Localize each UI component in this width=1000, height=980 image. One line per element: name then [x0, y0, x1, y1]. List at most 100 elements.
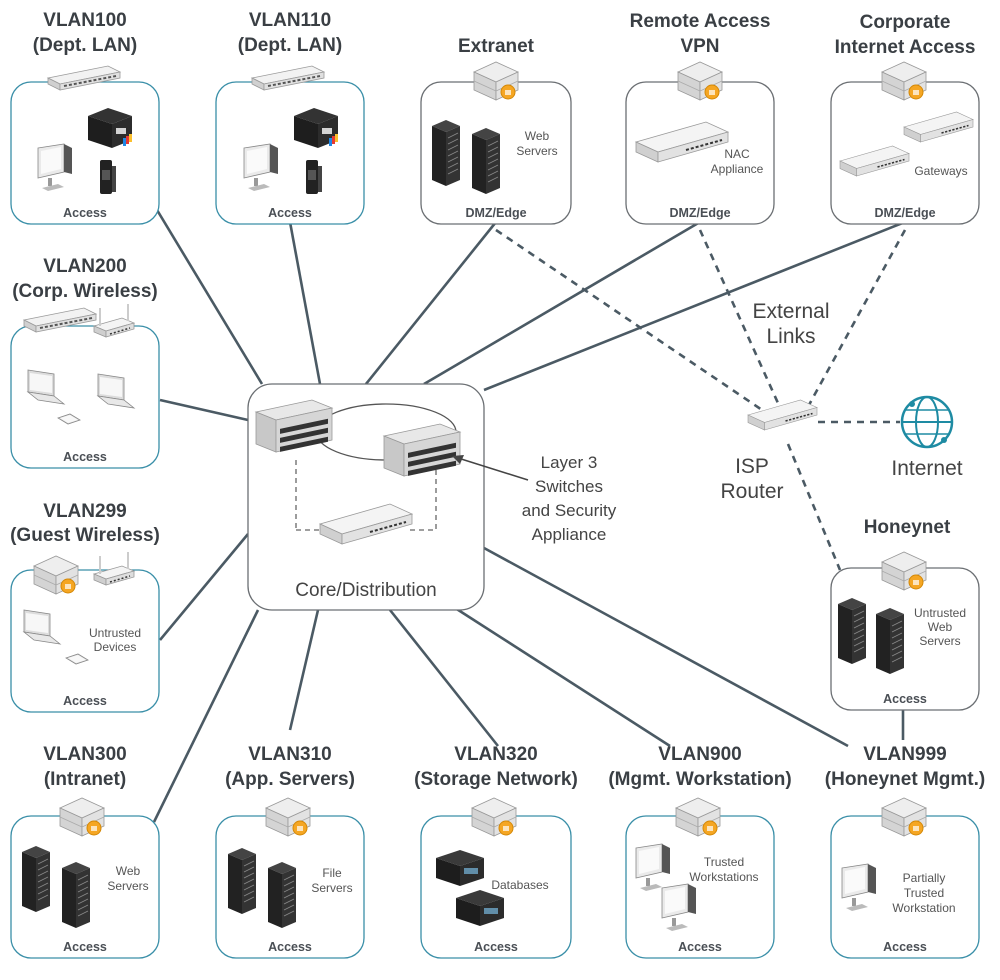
device-label: Gateways — [914, 164, 967, 178]
zone-honeynet: Honeynet Untrusted Web Servers Access — [830, 517, 980, 711]
zone-subtitle: (Dept. LAN) — [238, 35, 342, 56]
zone-title: VLAN299 — [43, 501, 126, 522]
device-label: Web — [116, 864, 141, 878]
zone-label: Access — [268, 206, 312, 220]
server-icon — [267, 861, 297, 929]
device-label: Web — [525, 129, 550, 143]
printer-icon — [88, 108, 132, 148]
device-label: Databases — [491, 878, 548, 892]
zone-title: Extranet — [458, 36, 535, 57]
server-icon — [21, 845, 51, 913]
core-label: Core/Distribution — [295, 580, 437, 601]
zone-label: Access — [474, 940, 518, 954]
device-label: Partially — [903, 871, 946, 885]
isp-router-icon — [747, 399, 818, 431]
device-label: Servers — [516, 144, 557, 158]
zone-vlan320: VLAN320 (Storage Network) Databases Acce… — [414, 744, 578, 959]
server-icon — [875, 607, 905, 675]
zone-title: VLAN110 — [249, 10, 331, 31]
callout-line: Appliance — [532, 525, 607, 544]
zone-label: DMZ/Edge — [874, 206, 935, 220]
zone-subtitle: (Intranet) — [44, 769, 126, 790]
zone-subtitle: (Dept. LAN) — [33, 35, 137, 56]
zone-vlan310: VLAN310 (App. Servers) File Servers Acce… — [215, 744, 365, 959]
zone-label: DMZ/Edge — [669, 206, 730, 220]
zone-label: Access — [63, 694, 107, 708]
link-vlan200 — [159, 398, 249, 422]
server-icon — [837, 597, 867, 665]
zone-vlan200: VLAN200 (Corp. Wireless) Access — [10, 256, 160, 469]
zone-vlan299: VLAN299 (Guest Wireless) Untrusted Devic… — [10, 501, 160, 713]
server-icon — [431, 119, 461, 187]
link-vlan900 — [451, 604, 671, 748]
zone-vlan110: VLAN110 (Dept. LAN) Access — [215, 10, 365, 225]
dash-corp-router — [802, 229, 907, 415]
zone-subtitle: Internet Access — [835, 37, 976, 58]
link-vlan299 — [158, 533, 250, 641]
printer-icon — [294, 108, 338, 148]
zone-vlan300: VLAN300 (Intranet) Web Servers Access — [10, 744, 160, 959]
internet-label: Internet — [891, 457, 962, 480]
zone-title: VLAN320 — [454, 744, 537, 765]
zone-subtitle: (Corp. Wireless) — [12, 281, 158, 302]
zone-vlan900: VLAN900 (Mgmt. Workstation) Trusted Work… — [608, 744, 792, 959]
core-distribution: Core/Distribution — [247, 383, 485, 611]
zone-subtitle: (Guest Wireless) — [10, 525, 160, 546]
zone-title: VLAN100 — [43, 10, 126, 31]
device-label: Untrusted — [89, 626, 141, 640]
device-label: Trusted — [704, 855, 744, 869]
callout-line: Switches — [535, 477, 603, 496]
zone-extranet: Extranet Web Servers DMZ/Edge — [420, 36, 572, 225]
zone-label: Access — [63, 940, 107, 954]
zone-box — [10, 81, 160, 225]
zone-corporate-internet-access: Corporate Internet Access Gateways DMZ/E… — [830, 12, 980, 225]
zone-label: Access — [883, 692, 927, 706]
device-label: Servers — [311, 881, 352, 895]
zone-title: VLAN300 — [43, 744, 126, 765]
server-icon — [471, 127, 501, 195]
zone-label: Access — [268, 940, 312, 954]
zone-label: Access — [678, 940, 722, 954]
link-remote-vpn — [423, 220, 701, 386]
zone-title: VLAN900 — [658, 744, 741, 765]
zone-subtitle: (Mgmt. Workstation) — [608, 769, 791, 790]
zone-label: DMZ/Edge — [465, 206, 526, 220]
device-label: Servers — [107, 879, 148, 893]
dash-router-honeynet — [786, 443, 842, 571]
zone-label: Access — [63, 450, 107, 464]
device-label: Devices — [94, 640, 137, 654]
link-extranet — [364, 221, 498, 385]
link-vlan310 — [288, 609, 320, 731]
zone-label: Access — [883, 940, 927, 954]
zone-box — [10, 569, 160, 713]
external-section: External Links ISP Router Internet — [720, 300, 962, 503]
device-label: Workstation — [892, 901, 955, 915]
zone-subtitle: VPN — [680, 36, 719, 57]
router-label: Router — [720, 480, 783, 503]
link-vlan320 — [388, 609, 500, 747]
device-label: File — [322, 866, 342, 880]
server-icon — [227, 847, 257, 915]
zone-vlan999: VLAN999 (Honeynet Mgmt.) Partially Trust… — [825, 744, 985, 959]
server-icon — [61, 861, 91, 929]
zone-subtitle: (Storage Network) — [414, 769, 578, 790]
zone-title: Corporate — [860, 12, 951, 33]
zone-remote-access-vpn: Remote Access VPN NAC Appliance DMZ/Edge — [625, 11, 775, 225]
link-vlan999 — [483, 546, 849, 748]
link-vlan110 — [288, 221, 322, 385]
zone-title: Remote Access — [630, 11, 771, 32]
router-label: ISP — [735, 455, 769, 478]
link-corp-internet — [483, 220, 906, 392]
dash-extranet-router — [495, 228, 769, 416]
zone-title: VLAN310 — [248, 744, 331, 765]
zone-vlan100: VLAN100 (Dept. LAN) Access — [10, 10, 160, 225]
zone-subtitle: (Honeynet Mgmt.) — [825, 769, 985, 790]
zone-subtitle: (App. Servers) — [225, 769, 355, 790]
device-label: NAC — [724, 147, 750, 161]
link-vlan100 — [146, 194, 264, 385]
device-label: Appliance — [711, 162, 764, 176]
zone-box — [215, 81, 365, 225]
zone-title: VLAN200 — [43, 256, 126, 277]
callout-line: and Security — [522, 501, 617, 520]
